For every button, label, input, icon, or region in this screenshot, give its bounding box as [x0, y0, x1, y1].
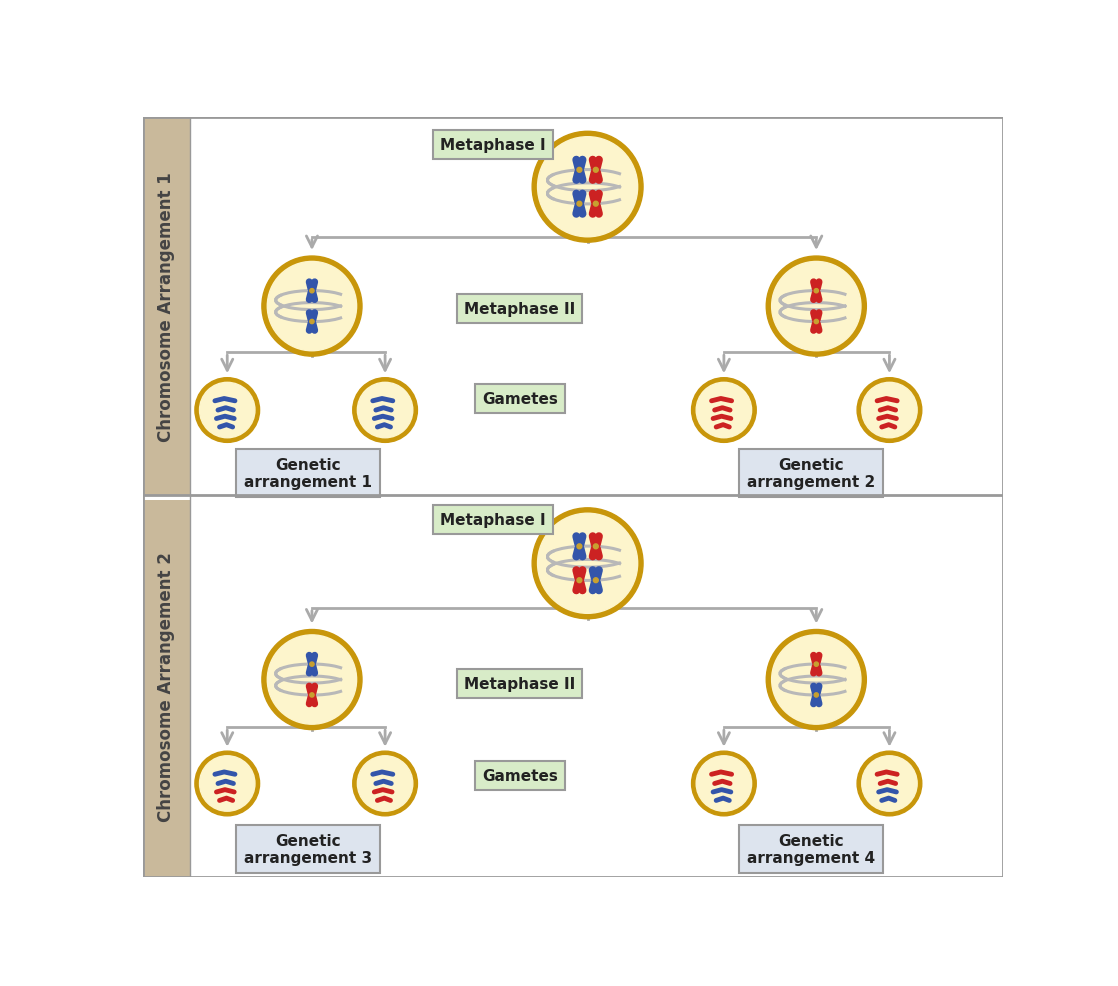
- Circle shape: [771, 262, 861, 351]
- Text: Genetic
arrangement 4: Genetic arrangement 4: [747, 833, 875, 866]
- Text: Metaphase I: Metaphase I: [440, 138, 546, 153]
- Circle shape: [532, 509, 643, 619]
- Circle shape: [353, 751, 417, 816]
- Circle shape: [766, 256, 866, 357]
- Circle shape: [692, 751, 756, 816]
- Circle shape: [195, 379, 259, 443]
- Circle shape: [577, 169, 581, 174]
- Circle shape: [353, 379, 417, 443]
- Circle shape: [532, 132, 643, 243]
- Circle shape: [358, 383, 413, 439]
- Circle shape: [310, 693, 314, 697]
- Circle shape: [594, 578, 598, 583]
- Text: Chromosome Arrangement 1: Chromosome Arrangement 1: [158, 172, 176, 442]
- Text: Gametes: Gametes: [482, 768, 558, 784]
- Text: Genetic
arrangement 2: Genetic arrangement 2: [747, 458, 875, 490]
- Circle shape: [267, 635, 357, 725]
- Circle shape: [771, 635, 861, 725]
- Circle shape: [697, 756, 751, 811]
- Circle shape: [310, 320, 314, 324]
- Circle shape: [862, 383, 917, 439]
- Text: Genetic
arrangement 1: Genetic arrangement 1: [244, 458, 372, 490]
- Circle shape: [814, 663, 818, 667]
- Circle shape: [199, 756, 255, 811]
- Circle shape: [310, 663, 314, 667]
- Circle shape: [262, 630, 362, 730]
- Circle shape: [310, 289, 314, 294]
- Circle shape: [594, 202, 598, 207]
- Circle shape: [267, 262, 357, 351]
- Circle shape: [814, 289, 818, 294]
- Circle shape: [766, 630, 866, 730]
- Bar: [143, 501, 190, 878]
- Circle shape: [195, 751, 259, 816]
- Circle shape: [858, 379, 921, 443]
- Circle shape: [692, 379, 756, 443]
- Circle shape: [814, 320, 818, 324]
- Text: Genetic
arrangement 3: Genetic arrangement 3: [244, 833, 372, 866]
- Text: Gametes: Gametes: [482, 391, 558, 406]
- Text: Metaphase I: Metaphase I: [440, 513, 546, 528]
- Text: Metaphase II: Metaphase II: [464, 676, 576, 691]
- Circle shape: [577, 544, 581, 549]
- Circle shape: [814, 693, 818, 697]
- Circle shape: [538, 514, 637, 613]
- Circle shape: [358, 756, 413, 811]
- Circle shape: [262, 256, 362, 357]
- Circle shape: [858, 751, 921, 816]
- Circle shape: [577, 202, 581, 207]
- Circle shape: [594, 544, 598, 549]
- Circle shape: [538, 138, 637, 238]
- Bar: [143, 118, 190, 495]
- Circle shape: [862, 756, 917, 811]
- Circle shape: [594, 169, 598, 174]
- Circle shape: [697, 383, 751, 439]
- Text: Chromosome Arrangement 2: Chromosome Arrangement 2: [158, 551, 176, 820]
- Circle shape: [199, 383, 255, 439]
- Circle shape: [577, 578, 581, 583]
- Text: Metaphase II: Metaphase II: [464, 302, 576, 317]
